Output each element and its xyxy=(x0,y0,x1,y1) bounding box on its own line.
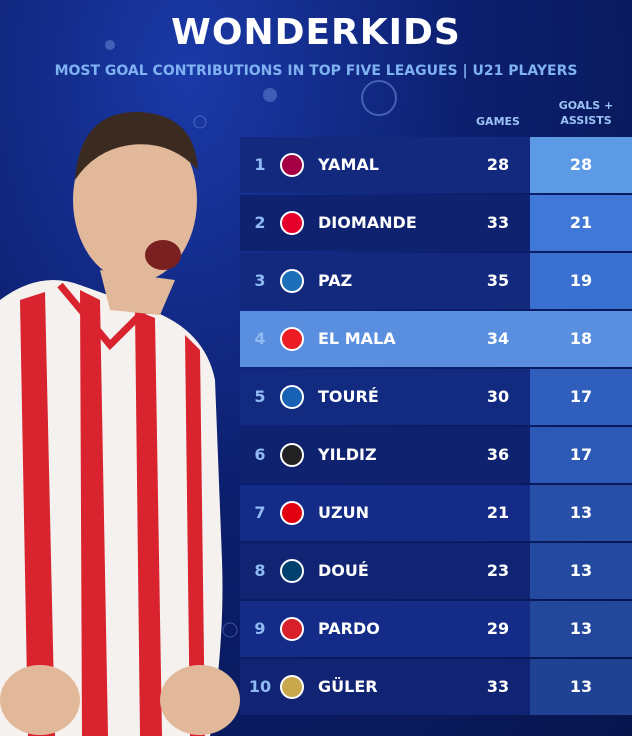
rank: 4 xyxy=(254,329,266,348)
logo-shape xyxy=(280,327,304,351)
games: 34 xyxy=(486,329,510,348)
rank: 10 xyxy=(248,677,272,696)
games: 33 xyxy=(486,213,510,232)
highlight-cell xyxy=(530,659,632,715)
club-logo xyxy=(280,327,304,351)
club-logo xyxy=(280,153,304,177)
club-logo xyxy=(280,385,304,409)
player-name: YAMAL xyxy=(318,155,379,174)
subtitle: MOST GOAL CONTRIBUTIONS IN TOP FIVE LEAG… xyxy=(54,63,578,79)
goals-assists: 21 xyxy=(569,213,593,232)
logo-shape xyxy=(280,559,304,583)
rank: 7 xyxy=(254,503,266,522)
table-row: 8 DOUÉ 23 13 xyxy=(240,543,632,599)
logo-shape xyxy=(280,385,304,409)
logo-shape xyxy=(280,617,304,641)
logo-shape xyxy=(280,443,304,467)
goals-assists: 17 xyxy=(569,387,593,406)
rank: 8 xyxy=(254,561,266,580)
highlight-cell xyxy=(530,427,632,483)
table-row: 2 DIOMANDE 33 21 xyxy=(240,195,632,251)
player-name: UZUN xyxy=(318,503,369,522)
player-name: DIOMANDE xyxy=(318,213,417,232)
games: 30 xyxy=(486,387,510,406)
table-row: 4 EL MALA 34 18 xyxy=(240,311,632,367)
logo-shape xyxy=(280,501,304,525)
club-logo xyxy=(280,617,304,641)
games: 28 xyxy=(486,155,510,174)
games: 23 xyxy=(486,561,510,580)
title: WONDERKIDS xyxy=(171,12,461,53)
rank: 1 xyxy=(254,155,266,174)
highlight-cell xyxy=(530,137,632,193)
player-name: EL MALA xyxy=(318,329,396,348)
club-logo xyxy=(280,559,304,583)
column-header: GAMES xyxy=(476,115,520,128)
table-row: 7 UZUN 21 13 xyxy=(240,485,632,541)
player-name: PARDO xyxy=(318,619,380,638)
logo-shape xyxy=(280,153,304,177)
table-row: 1 YAMAL 28 28 xyxy=(240,137,632,193)
rank: 9 xyxy=(254,619,266,638)
games: 33 xyxy=(486,677,510,696)
table-row: 6 YILDIZ 36 17 xyxy=(240,427,632,483)
goals-assists: 13 xyxy=(569,561,593,580)
table-row: 9 PARDO 29 13 xyxy=(240,601,632,657)
highlight-cell xyxy=(530,253,632,309)
rank: 3 xyxy=(254,271,266,290)
club-logo xyxy=(280,269,304,293)
rank: 5 xyxy=(254,387,266,406)
highlight-cell xyxy=(530,369,632,425)
games: 21 xyxy=(486,503,510,522)
club-logo xyxy=(280,443,304,467)
logo-shape xyxy=(280,675,304,699)
player-name: TOURÉ xyxy=(318,387,379,406)
table-row: 10 GÜLER 33 13 xyxy=(240,659,632,715)
goals-assists: 17 xyxy=(569,445,593,464)
player-name: YILDIZ xyxy=(318,445,377,464)
goals-assists: 13 xyxy=(569,677,593,696)
table-row: 3 PAZ 35 19 xyxy=(240,253,632,309)
goals-assists: 18 xyxy=(569,329,593,348)
goals-assists: 19 xyxy=(569,271,593,290)
goals-assists: 13 xyxy=(569,619,593,638)
logo-shape xyxy=(280,269,304,293)
highlight-cell xyxy=(530,601,632,657)
player-name: GÜLER xyxy=(318,677,378,696)
logo-shape xyxy=(280,211,304,235)
rank: 2 xyxy=(254,213,266,232)
highlight-cell xyxy=(530,195,632,251)
column-header: GOALS + ASSISTS xyxy=(558,99,614,127)
player-name: DOUÉ xyxy=(318,561,369,580)
player-name: PAZ xyxy=(318,271,353,290)
highlight-cell xyxy=(530,311,632,367)
table-row: 5 TOURÉ 30 17 xyxy=(240,369,632,425)
games: 35 xyxy=(486,271,510,290)
club-logo xyxy=(280,501,304,525)
rank: 6 xyxy=(254,445,266,464)
club-logo xyxy=(280,211,304,235)
games: 36 xyxy=(486,445,510,464)
goals-assists: 28 xyxy=(569,155,593,174)
games: 29 xyxy=(486,619,510,638)
club-logo xyxy=(280,675,304,699)
goals-assists: 13 xyxy=(569,503,593,522)
highlight-cell xyxy=(530,543,632,599)
highlight-cell xyxy=(530,485,632,541)
